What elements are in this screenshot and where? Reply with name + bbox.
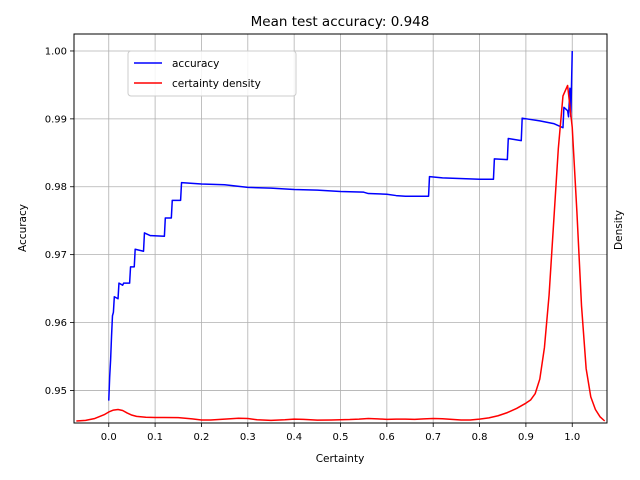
legend-label-density: certainty density [172, 78, 261, 90]
x-tick-label: 0.7 [425, 432, 441, 443]
x-tick-label: 0.4 [286, 432, 302, 443]
y-tick-label: 0.97 [45, 250, 67, 261]
x-tick-label: 0.3 [240, 432, 256, 443]
x-tick-label: 0.8 [472, 432, 488, 443]
x-tick-label: 0.0 [101, 432, 117, 443]
plot-lines [76, 50, 606, 422]
x-tick-label: 0.9 [518, 432, 534, 443]
y-axis-ticks: 0.95 0.96 0.97 0.98 0.99 1.00 [45, 46, 74, 397]
x-tick-label: 0.6 [379, 432, 395, 443]
x-tick-label: 0.5 [333, 432, 349, 443]
y-tick-label: 0.98 [45, 182, 67, 193]
x-tick-label: 1.0 [564, 432, 580, 443]
legend: accuracy certainty density [127, 50, 297, 97]
x-tick-label: 0.2 [194, 432, 210, 443]
density-line [76, 84, 606, 422]
x-tick-label: 0.1 [147, 432, 163, 443]
legend-box [127, 50, 297, 97]
grid [74, 34, 607, 423]
x-axis-label: Certainty [316, 453, 365, 465]
chart-title: Mean test accuracy: 0.948 [251, 14, 430, 30]
y-tick-label: 0.96 [45, 318, 67, 329]
legend-label-accuracy: accuracy [172, 58, 219, 70]
y-tick-label: 0.95 [45, 386, 67, 397]
y2-axis-label: Density [613, 210, 625, 250]
x-axis-ticks: 0.0 0.1 0.2 0.3 0.4 0.5 0.6 0.7 0.8 0.9 1.0 [101, 423, 580, 443]
y-tick-label: 1.00 [45, 46, 67, 57]
y-axis-label: Accuracy [17, 204, 29, 252]
y-tick-label: 0.99 [45, 114, 67, 125]
accuracy-line [108, 50, 573, 401]
